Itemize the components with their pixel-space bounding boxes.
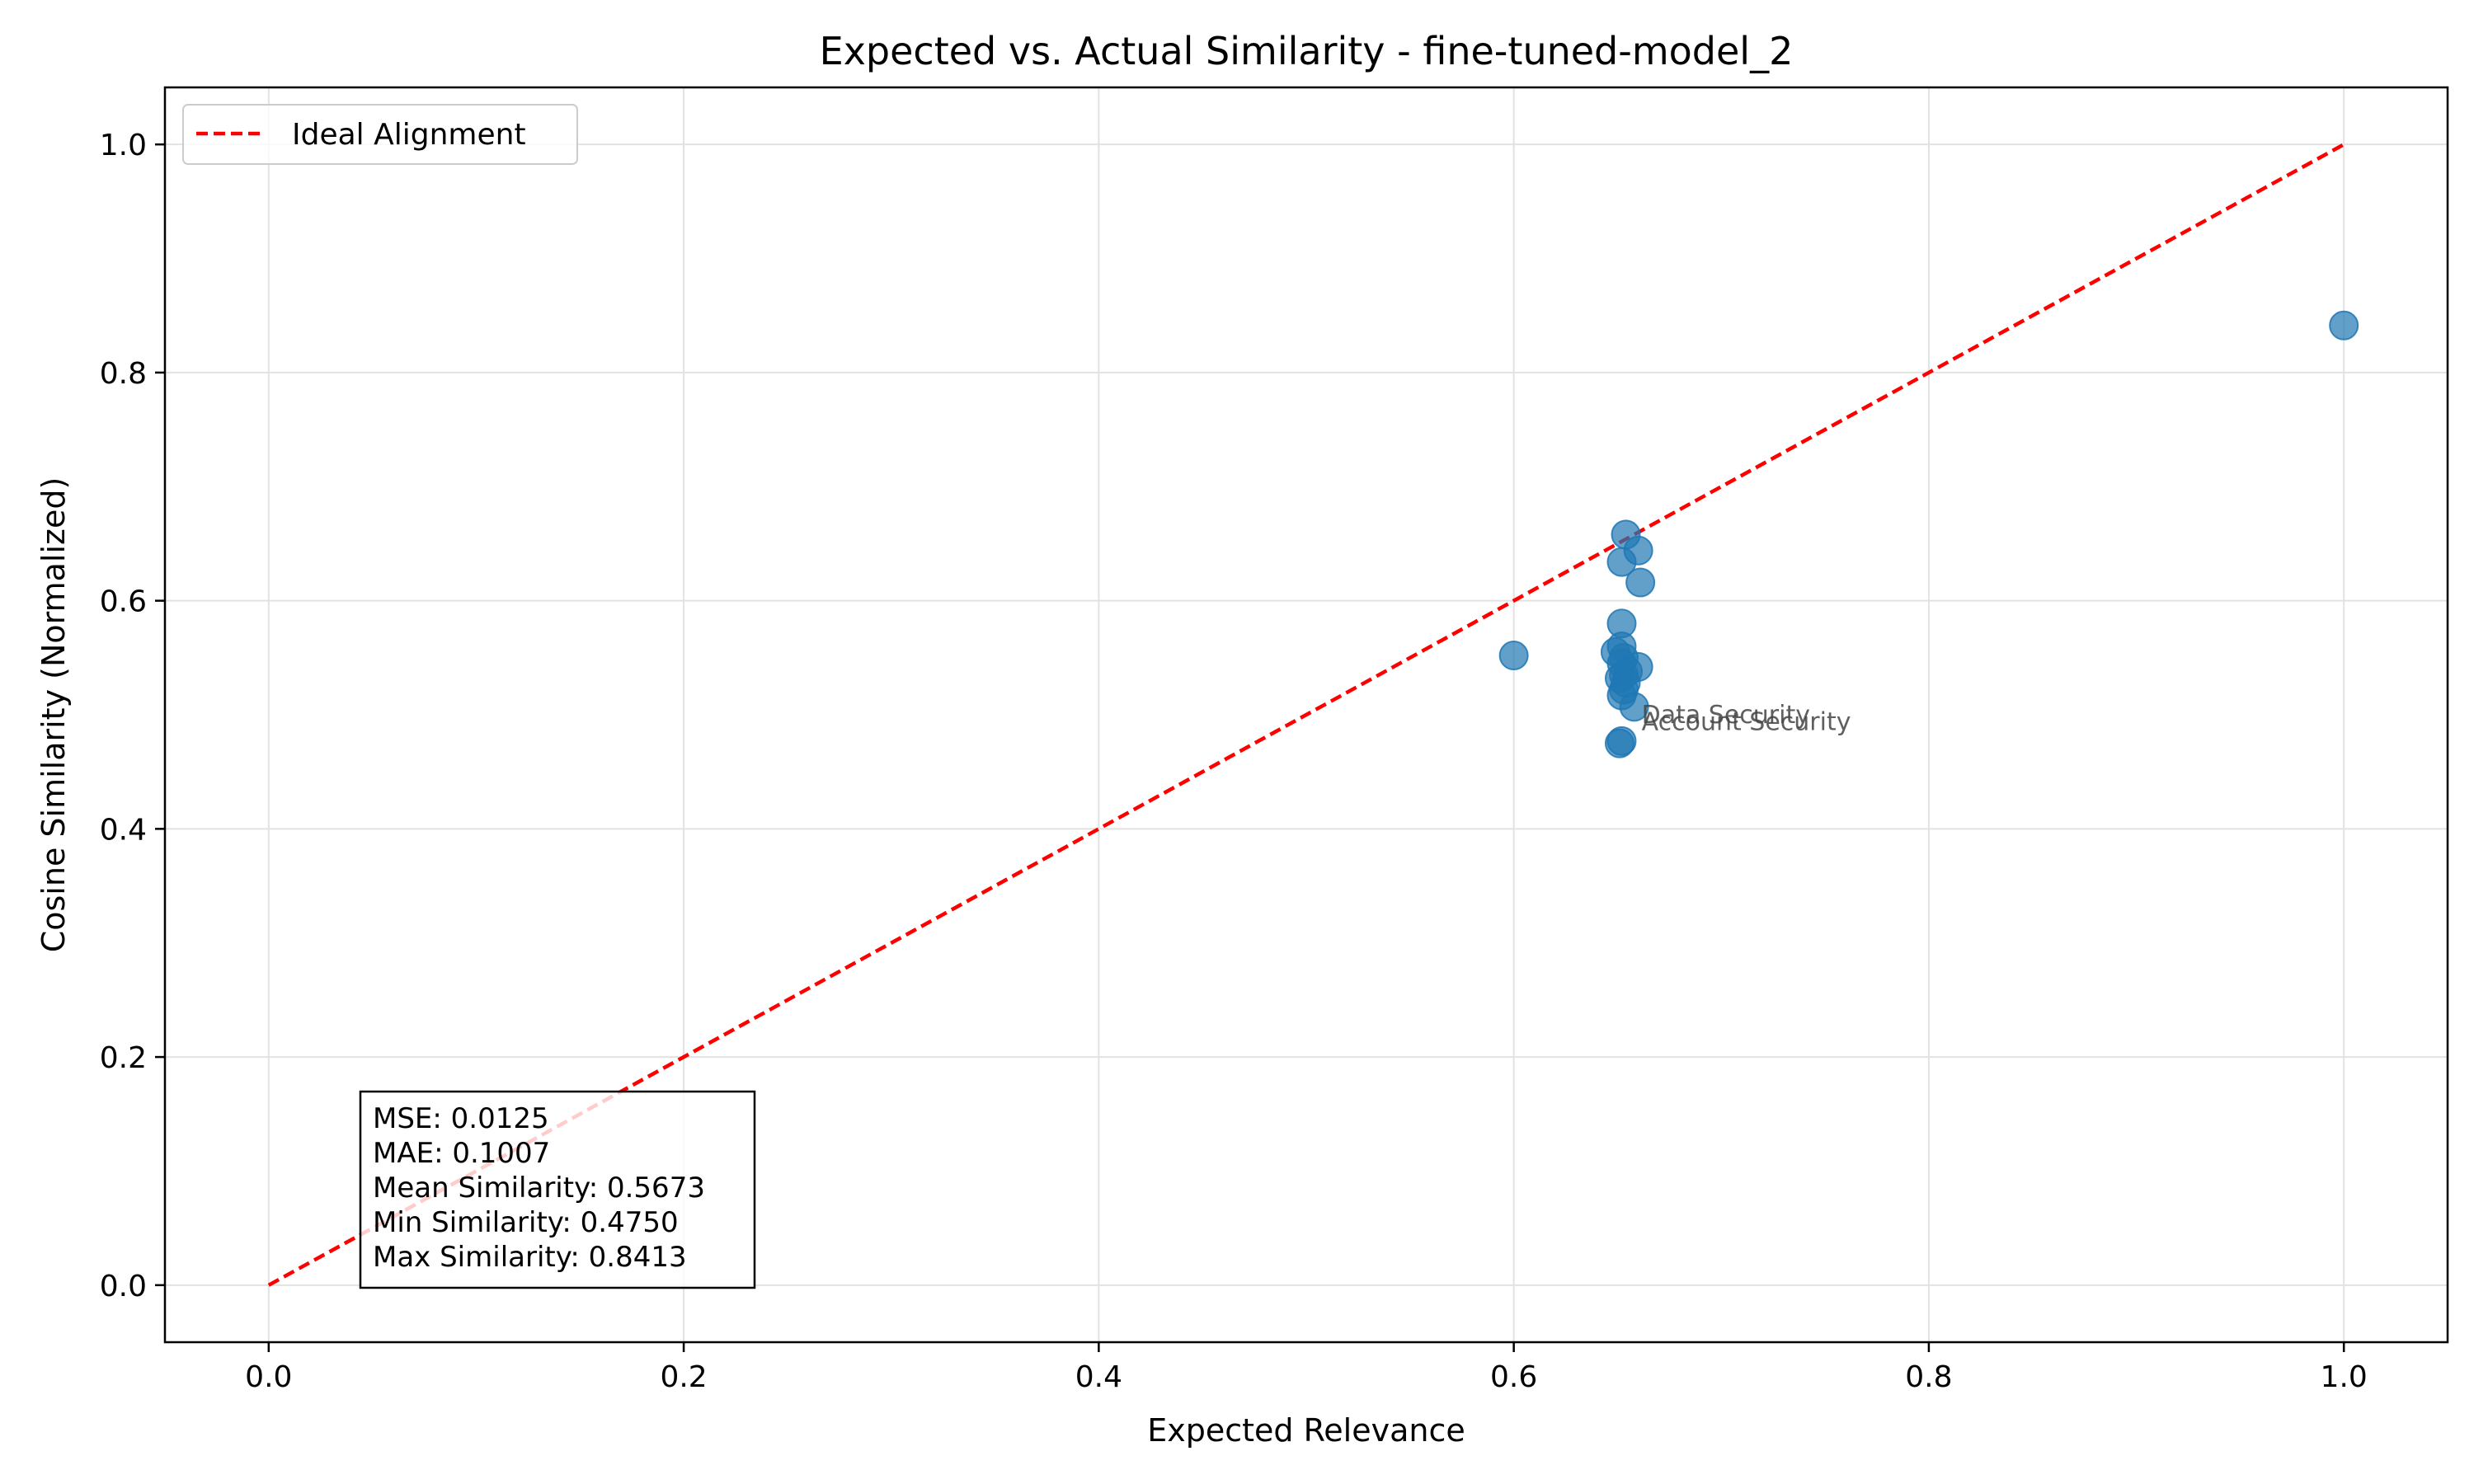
x-tick-label: 0.0	[245, 1360, 292, 1394]
point-annotation: Account Security	[1642, 707, 1851, 736]
data-point	[2329, 310, 2359, 340]
stats-mae: MAE: 0.1007	[373, 1137, 550, 1170]
x-tick-label: 0.6	[1490, 1360, 1537, 1394]
data-points	[1498, 310, 2359, 758]
y-tick-label: 0.4	[100, 813, 147, 847]
data-point	[1625, 567, 1656, 598]
stats-min: Min Similarity: 0.4750	[373, 1206, 679, 1239]
data-point	[1604, 728, 1634, 758]
x-tick-label: 1.0	[2321, 1360, 2368, 1394]
data-point	[1619, 692, 1649, 722]
data-point	[1498, 641, 1529, 671]
stats-mse: MSE: 0.0125	[373, 1102, 549, 1135]
grid-lines	[165, 87, 2448, 1342]
y-tick-label: 0.8	[100, 357, 147, 391]
x-tick-label: 0.8	[1905, 1360, 1952, 1394]
x-axis-label: Expected Relevance	[1147, 1412, 1465, 1449]
data-point	[1623, 535, 1653, 566]
y-tick-label: 0.0	[100, 1270, 147, 1303]
stats-max: Max Similarity: 0.8413	[373, 1241, 687, 1274]
x-tick-label: 0.4	[1075, 1360, 1122, 1394]
y-tick-label: 1.0	[100, 129, 147, 162]
x-axis-ticks: 0.0 0.2 0.4 0.6 0.8 1.0	[245, 1342, 2368, 1394]
legend: Ideal Alignment	[182, 104, 578, 165]
x-tick-label: 0.2	[660, 1360, 707, 1394]
point-annotation: Data Security	[1642, 701, 1810, 730]
ideal-alignment-line	[267, 143, 2345, 1287]
stats-box-frame	[359, 1090, 756, 1289]
chart-title: Expected vs. Actual Similarity - fine-tu…	[820, 29, 1794, 73]
stats-mean: Mean Similarity: 0.5673	[373, 1172, 705, 1205]
y-axis-label: Cosine Similarity (Normalized)	[35, 477, 72, 953]
y-tick-label: 0.6	[100, 585, 147, 619]
y-tick-label: 0.2	[100, 1041, 147, 1075]
ideal-line-layer	[267, 143, 2345, 1287]
legend-ideal-line-label: Ideal Alignment	[292, 118, 526, 152]
plot-frame	[163, 86, 2449, 1344]
y-axis-ticks: 0.0 0.2 0.4 0.6 0.8 1.0	[100, 129, 165, 1303]
stats-box: MSE: 0.0125 MAE: 0.1007 Mean Similarity:…	[359, 1090, 756, 1289]
legend-box	[182, 104, 578, 165]
